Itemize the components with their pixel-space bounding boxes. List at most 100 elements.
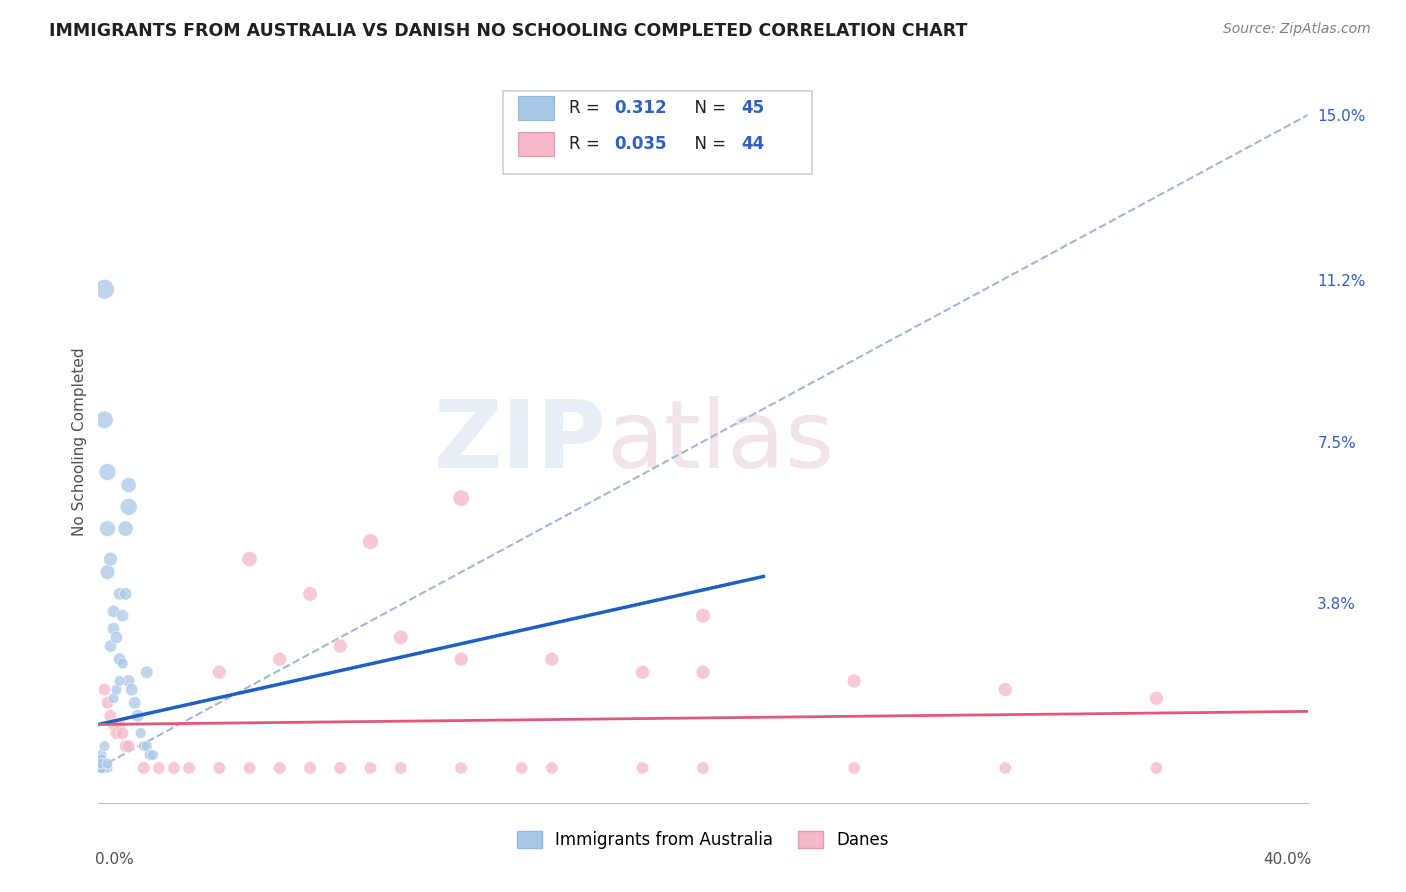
- Point: [96, 522, 118, 536]
- Point: [994, 682, 1017, 697]
- Point: [692, 608, 714, 623]
- Point: [103, 622, 125, 636]
- Point: [96, 565, 118, 579]
- Bar: [517, 132, 554, 156]
- Text: 40.0%: 40.0%: [1263, 852, 1312, 867]
- Point: [118, 739, 141, 754]
- Point: [450, 652, 472, 666]
- Point: [90, 761, 112, 775]
- Point: [93, 739, 115, 754]
- Point: [93, 282, 115, 296]
- Point: [108, 652, 131, 666]
- Point: [105, 726, 128, 740]
- Point: [450, 761, 472, 775]
- Text: Source: ZipAtlas.com: Source: ZipAtlas.com: [1223, 22, 1371, 37]
- Point: [90, 747, 112, 762]
- Point: [90, 752, 112, 766]
- Point: [121, 682, 143, 697]
- Point: [93, 761, 115, 775]
- Point: [208, 761, 231, 775]
- Point: [127, 708, 149, 723]
- Point: [329, 639, 352, 653]
- Point: [389, 761, 412, 775]
- Point: [129, 726, 152, 740]
- Point: [269, 761, 291, 775]
- Point: [148, 761, 170, 775]
- Point: [105, 682, 128, 697]
- Point: [269, 652, 291, 666]
- Point: [96, 761, 118, 775]
- Point: [111, 608, 134, 623]
- Point: [163, 761, 186, 775]
- Point: [540, 761, 562, 775]
- Point: [111, 657, 134, 671]
- Point: [179, 761, 201, 775]
- Point: [118, 673, 141, 688]
- Point: [142, 747, 165, 762]
- Text: 0.0%: 0.0%: [94, 852, 134, 867]
- Text: N =: N =: [683, 99, 731, 117]
- Point: [114, 587, 136, 601]
- Point: [360, 534, 382, 549]
- Point: [450, 491, 472, 505]
- Point: [90, 761, 112, 775]
- Point: [208, 665, 231, 680]
- Point: [540, 652, 562, 666]
- Point: [96, 465, 118, 479]
- Point: [103, 604, 125, 618]
- Text: atlas: atlas: [606, 395, 835, 488]
- Legend: Immigrants from Australia, Danes: Immigrants from Australia, Danes: [510, 824, 896, 856]
- Text: N =: N =: [683, 136, 731, 153]
- Point: [118, 478, 141, 492]
- Point: [90, 756, 112, 771]
- Point: [631, 761, 654, 775]
- Point: [389, 631, 412, 645]
- Point: [114, 739, 136, 754]
- Point: [994, 761, 1017, 775]
- Point: [360, 761, 382, 775]
- Point: [111, 726, 134, 740]
- Point: [299, 587, 322, 601]
- Point: [90, 756, 112, 771]
- Bar: [517, 96, 554, 120]
- Point: [844, 673, 866, 688]
- Point: [103, 691, 125, 706]
- Point: [100, 708, 122, 723]
- Point: [100, 639, 122, 653]
- Bar: [503, 91, 811, 174]
- Point: [135, 665, 157, 680]
- Point: [139, 747, 162, 762]
- Point: [132, 739, 155, 754]
- Point: [90, 756, 112, 771]
- Point: [510, 761, 533, 775]
- Point: [93, 413, 115, 427]
- Point: [239, 761, 262, 775]
- Point: [108, 673, 131, 688]
- Point: [90, 752, 112, 766]
- Point: [93, 761, 115, 775]
- Point: [124, 696, 146, 710]
- Point: [692, 665, 714, 680]
- Point: [100, 552, 122, 566]
- Point: [108, 587, 131, 601]
- Point: [103, 717, 125, 731]
- Point: [105, 631, 128, 645]
- Point: [114, 522, 136, 536]
- Point: [1144, 691, 1167, 706]
- Point: [844, 761, 866, 775]
- Point: [631, 665, 654, 680]
- Point: [90, 761, 112, 775]
- Text: R =: R =: [569, 136, 605, 153]
- Text: 0.035: 0.035: [614, 136, 668, 153]
- Point: [118, 500, 141, 514]
- Point: [96, 696, 118, 710]
- Point: [132, 761, 155, 775]
- Text: IMMIGRANTS FROM AUSTRALIA VS DANISH NO SCHOOLING COMPLETED CORRELATION CHART: IMMIGRANTS FROM AUSTRALIA VS DANISH NO S…: [49, 22, 967, 40]
- Y-axis label: No Schooling Completed: No Schooling Completed: [72, 347, 87, 536]
- Text: R =: R =: [569, 99, 605, 117]
- Text: 44: 44: [742, 136, 765, 153]
- Text: 0.312: 0.312: [614, 99, 668, 117]
- Text: ZIP: ZIP: [433, 395, 606, 488]
- Point: [239, 552, 262, 566]
- Point: [96, 756, 118, 771]
